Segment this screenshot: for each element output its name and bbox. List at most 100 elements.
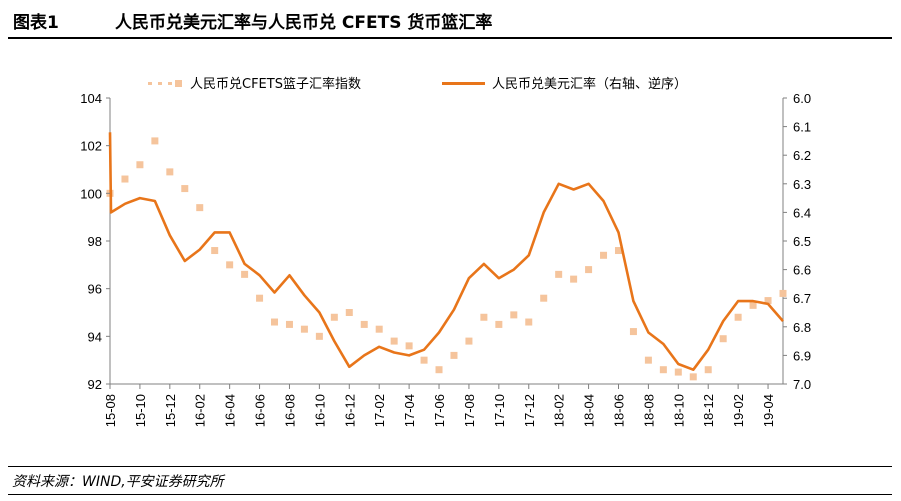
- right-tick-label: 6.7: [793, 291, 811, 306]
- cfets-point: [375, 325, 383, 333]
- cfets-point: [121, 175, 129, 183]
- chart-axes: [109, 98, 784, 385]
- left-tick-label: 96: [88, 282, 102, 297]
- left-tick-label: 94: [88, 329, 102, 344]
- cfets-point: [480, 313, 488, 321]
- cfets-point: [285, 320, 293, 328]
- cfets-point: [540, 294, 548, 302]
- cfets-point: [465, 337, 473, 345]
- cfets-point: [704, 366, 712, 374]
- x-tick-label: 17-02: [372, 394, 387, 427]
- left-tick-label: 92: [88, 377, 102, 392]
- x-tick-label: 18-08: [641, 394, 656, 427]
- x-tick-label: 16-08: [282, 394, 297, 427]
- x-tick-label: 18-12: [701, 394, 716, 427]
- right-tick-label: 6.4: [793, 205, 811, 220]
- x-tick-label: 16-06: [253, 394, 268, 427]
- x-tick-label: 17-04: [402, 394, 417, 427]
- cfets-point: [136, 161, 144, 169]
- cfets-point: [345, 309, 353, 316]
- right-tick-label: 6.3: [793, 177, 811, 192]
- x-tick-label: 15-10: [133, 394, 148, 427]
- legend-usd-label: 人民币兑美元汇率（右轴、逆序）: [492, 76, 687, 92]
- cfets-point: [674, 368, 682, 376]
- left-tick-label: 98: [88, 234, 102, 249]
- cfets-point: [510, 311, 518, 319]
- cfets-point: [330, 313, 338, 321]
- cfets-point: [226, 261, 234, 269]
- x-tick-label: 17-12: [522, 394, 537, 427]
- legend-cfets-label: 人民币兑CFETS篮子汇率指数: [190, 76, 361, 92]
- cfets-point: [256, 294, 264, 302]
- right-tick-label: 6.2: [793, 148, 811, 163]
- x-tick-label: 19-04: [761, 394, 776, 427]
- cfets-point: [420, 356, 428, 364]
- x-tick-label: 15-08: [103, 394, 118, 427]
- cfets-point: [779, 289, 787, 297]
- cfets-point: [360, 320, 368, 328]
- header-rule: [8, 37, 892, 39]
- x-tick-label: 17-06: [432, 394, 447, 427]
- right-tick-label: 6.5: [793, 234, 811, 249]
- x-tick-label: 16-02: [193, 394, 208, 427]
- cfets-point: [585, 266, 593, 274]
- x-tick-label: 17-10: [492, 394, 507, 427]
- right-tick-label: 7.0: [793, 377, 811, 392]
- cfets-point: [525, 318, 533, 326]
- left-tick-label: 100: [80, 186, 102, 201]
- cfets-point: [629, 328, 637, 336]
- right-tick-label: 6.6: [793, 263, 811, 278]
- cfets-point: [166, 168, 174, 176]
- x-axis-ticks: 15-08 15-10 15-12 16-02 16-04 16-06 16-08 16-10…: [103, 384, 776, 427]
- x-tick-label: 17-08: [462, 394, 477, 427]
- left-tick-label: 104: [80, 91, 102, 106]
- cfets-point: [570, 275, 578, 283]
- left-tick-label: 102: [80, 139, 102, 154]
- cfets-point: [719, 335, 727, 343]
- cfets-point: [271, 318, 279, 326]
- cfets-point: [196, 204, 204, 212]
- x-tick-label: 16-12: [342, 394, 357, 427]
- cfets-point: [315, 332, 323, 340]
- x-tick-label: 18-10: [671, 394, 686, 427]
- cfets-point: [644, 356, 652, 364]
- cfets-point: [495, 320, 503, 328]
- right-tick-label: 6.1: [793, 120, 811, 135]
- footer-rule-bottom: [8, 494, 892, 495]
- cfets-point: [659, 366, 667, 374]
- x-tick-label: 18-04: [582, 394, 597, 427]
- right-axis-ticks: 6.0 6.1 6.2 6.3 6.4 6.5 6.6 6.7 6.8 6.9 7.0: [783, 91, 811, 392]
- usd-series-line: [108, 132, 784, 371]
- cfets-point: [435, 366, 443, 374]
- cfets-point: [405, 342, 413, 350]
- x-tick-label: 15-12: [163, 394, 178, 427]
- cfets-point: [181, 185, 189, 193]
- figure-title: 人民币兑美元汇率与人民币兑 CFETS 货币篮汇率: [115, 13, 493, 33]
- x-tick-label: 16-04: [223, 394, 238, 427]
- cfets-point: [211, 247, 219, 255]
- cfets-point: [749, 301, 757, 309]
- x-tick-label: 16-10: [312, 394, 327, 427]
- footer-rule: [8, 466, 892, 467]
- cfets-point: [555, 270, 563, 278]
- right-tick-label: 6.8: [793, 320, 811, 335]
- left-axis-ticks: 104 102 100 98 96 94 92: [80, 91, 110, 392]
- legend: 人民币兑CFETS篮子汇率指数 人民币兑美元汇率（右轴、逆序）: [148, 76, 687, 92]
- right-tick-label: 6.9: [793, 348, 811, 363]
- right-tick-label: 6.0: [793, 91, 811, 106]
- cfets-point: [689, 373, 697, 381]
- cfets-point: [390, 337, 398, 345]
- figure-number: 图表1: [13, 13, 59, 33]
- figure-header: 图表1 人民币兑美元汇率与人民币兑 CFETS 货币篮汇率: [0, 0, 901, 40]
- cfets-point: [764, 297, 772, 305]
- cfets-point: [241, 270, 249, 278]
- x-tick-label: 19-02: [731, 394, 746, 427]
- cfets-point: [450, 351, 458, 359]
- cfets-point: [614, 247, 622, 255]
- x-tick-label: 18-02: [552, 394, 567, 427]
- cfets-point: [600, 251, 608, 259]
- source-note: 资料来源：WIND,平安证券研究所: [12, 474, 224, 490]
- cfets-series: [106, 137, 787, 381]
- cfets-point: [734, 313, 742, 321]
